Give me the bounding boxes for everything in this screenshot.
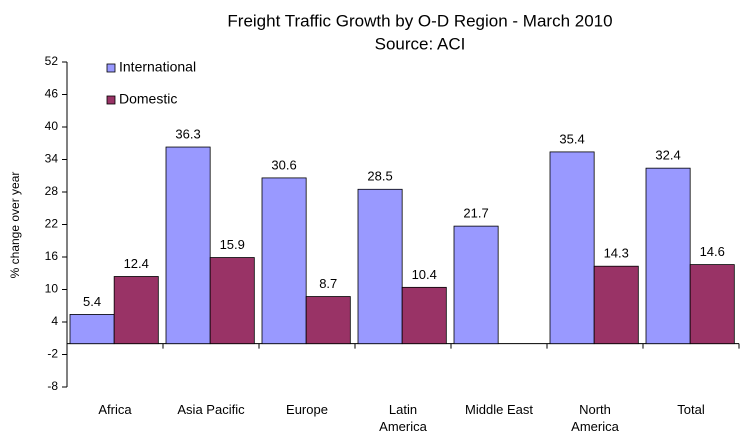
- x-tick-label: North America: [571, 402, 619, 434]
- chart-title: Freight Traffic Growth by O-D Region - M…: [227, 11, 612, 30]
- bar: [689, 264, 735, 345]
- y-tick-label: 28: [45, 184, 59, 198]
- value-label: 32.4: [655, 148, 680, 163]
- y-tick-label: 22: [45, 217, 59, 231]
- value-label: 10.4: [412, 267, 437, 282]
- bar: [113, 276, 159, 345]
- y-tick-label: 4: [51, 314, 58, 328]
- y-tick-label: 34: [45, 152, 59, 166]
- value-label: 14.6: [700, 244, 725, 259]
- value-label: 30.6: [271, 157, 296, 172]
- bar: [165, 146, 211, 345]
- x-tick-label: Asia Pacific: [177, 402, 245, 417]
- x-tick-label: Latin America: [379, 402, 427, 434]
- bar: [645, 167, 691, 345]
- bar: [357, 188, 403, 345]
- y-tick-label: -8: [47, 379, 58, 393]
- value-label: 35.4: [559, 131, 584, 146]
- value-label: 36.3: [175, 126, 200, 141]
- value-label: 21.7: [463, 206, 488, 221]
- value-label: 8.7: [319, 276, 337, 291]
- y-tick-label: 46: [45, 87, 59, 101]
- bar: [209, 257, 255, 345]
- bar: [453, 225, 499, 345]
- value-label: 14.3: [604, 246, 629, 261]
- legend-swatch: [106, 95, 116, 105]
- x-tick-label: Africa: [98, 402, 132, 417]
- x-tick-label: Europe: [286, 402, 328, 417]
- x-tick-label: Middle East: [465, 402, 533, 417]
- bar: [305, 296, 351, 345]
- chart-subtitle: Source: ACI: [375, 34, 466, 53]
- legend-label: International: [119, 59, 196, 75]
- y-tick-label: 16: [45, 249, 59, 263]
- y-axis-label: % change over year: [8, 172, 22, 279]
- value-label: 5.4: [83, 294, 101, 309]
- legend-swatch: [106, 63, 116, 73]
- value-label: 15.9: [220, 237, 245, 252]
- bar: [69, 314, 115, 345]
- bar: [261, 177, 307, 345]
- bar: [401, 286, 447, 345]
- y-tick-label: 52: [45, 54, 59, 68]
- y-tick-label: 40: [45, 119, 59, 133]
- legend-label: Domestic: [119, 91, 177, 107]
- x-tick-label: Total: [677, 402, 705, 417]
- value-label: 12.4: [124, 256, 149, 271]
- y-tick-label: -2: [47, 347, 58, 361]
- bar: [593, 265, 639, 345]
- value-label: 28.5: [367, 169, 392, 184]
- y-tick-label: 10: [45, 282, 59, 296]
- bar: [549, 151, 595, 345]
